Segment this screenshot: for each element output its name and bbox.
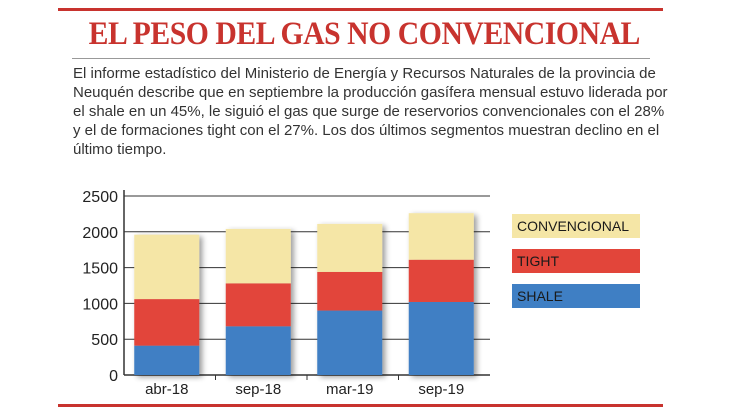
title-divider: [72, 58, 650, 59]
bar-segment-tight: [134, 299, 200, 346]
bar-segment-tight: [317, 271, 383, 311]
bottom-rule: [58, 404, 663, 407]
legend-shale: SHALE: [512, 284, 640, 308]
legend-tight: TIGHT: [512, 249, 640, 273]
y-tick-label: 1000: [82, 296, 118, 313]
bar-segment-convencional: [408, 213, 474, 260]
bar-segment-convencional: [225, 228, 291, 284]
legend-label: SHALE: [517, 288, 563, 304]
legend-label: CONVENCIONAL: [517, 218, 630, 234]
bar-stack: [134, 234, 200, 375]
title-container: EL PESO DEL GAS NO CONVENCIONAL: [58, 14, 663, 54]
y-tick-label: 500: [91, 332, 118, 349]
top-rule: [58, 8, 663, 11]
x-tick-label: sep-19: [418, 381, 464, 398]
x-tick-label: abr-18: [145, 381, 188, 398]
legend-convencional: CONVENCIONAL: [512, 214, 640, 238]
y-tick-label: 2000: [82, 225, 118, 242]
y-tick-label: 1500: [82, 261, 118, 278]
y-tick-label: 2500: [82, 189, 118, 206]
bar-segment-shale: [408, 301, 474, 375]
bar-segment-shale: [225, 326, 291, 375]
bar-segment-convencional: [317, 223, 383, 272]
chart-title: EL PESO DEL GAS NO CONVENCIONAL: [88, 16, 641, 52]
bar-segment-tight: [225, 283, 291, 327]
bar-stack: [225, 228, 291, 375]
bar-segment-tight: [408, 259, 474, 302]
legend-label: TIGHT: [517, 253, 559, 269]
x-tick-label: sep-18: [235, 381, 281, 398]
bar-stack: [408, 213, 474, 375]
bar-segment-shale: [317, 310, 383, 375]
description: El informe estadístico del Ministerio de…: [73, 65, 668, 158]
bar-segment-convencional: [134, 234, 200, 300]
y-tick-label: 0: [109, 368, 118, 385]
bar-segment-shale: [134, 345, 200, 375]
bar-stack: [317, 223, 383, 375]
x-tick-label: mar-19: [326, 381, 374, 398]
